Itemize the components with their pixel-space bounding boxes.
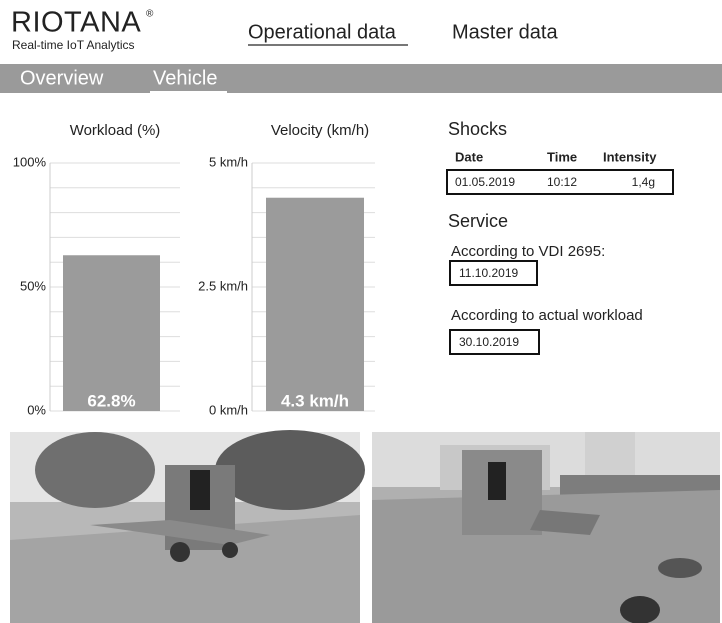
bar-value-label: 62.8%: [87, 391, 135, 410]
bar-value-label: 4.3 km/h: [281, 391, 349, 410]
tab[interactable]: Overview: [20, 67, 104, 89]
table-row-box: [446, 169, 674, 195]
photo: [10, 430, 365, 623]
logo-mark: ®: [146, 9, 154, 20]
service-label: According to actual workload: [451, 307, 643, 324]
date-box: [449, 329, 540, 355]
service-date: 30.10.2019: [459, 335, 519, 349]
bar: [63, 255, 160, 411]
y-tick-label: 50%: [20, 278, 46, 293]
y-tick-label: 0%: [27, 402, 46, 417]
tagline: Real-time IoT Analytics: [12, 38, 135, 52]
service-label: According to VDI 2695:: [451, 243, 605, 260]
chart-title: Workload (%): [70, 122, 161, 139]
y-tick-label: 0 km/h: [209, 402, 248, 417]
section-title: Shocks: [448, 119, 507, 139]
table-cell: 10:12: [547, 175, 577, 189]
nav-link[interactable]: Master data: [452, 21, 558, 43]
y-tick-label: 100%: [13, 154, 47, 169]
chart-title: Velocity (km/h): [271, 122, 369, 139]
logo: RIOTANA: [11, 7, 141, 39]
table-cell: 1,4g: [632, 175, 655, 189]
tab[interactable]: Vehicle: [153, 67, 218, 89]
service-date: 11.10.2019: [459, 266, 518, 280]
table-header: Intensity: [603, 149, 657, 164]
table-header: Time: [547, 149, 577, 164]
photo: [372, 432, 720, 623]
date-box: [449, 260, 538, 286]
y-tick-label: 5 km/h: [209, 154, 248, 169]
table-cell: 01.05.2019: [455, 175, 515, 189]
tab-bar: [0, 64, 722, 93]
nav-link[interactable]: Operational data: [248, 21, 397, 43]
table-header: Date: [455, 149, 483, 164]
bar: [266, 197, 364, 411]
y-tick-label: 2.5 km/h: [198, 278, 248, 293]
section-title: Service: [448, 211, 508, 231]
